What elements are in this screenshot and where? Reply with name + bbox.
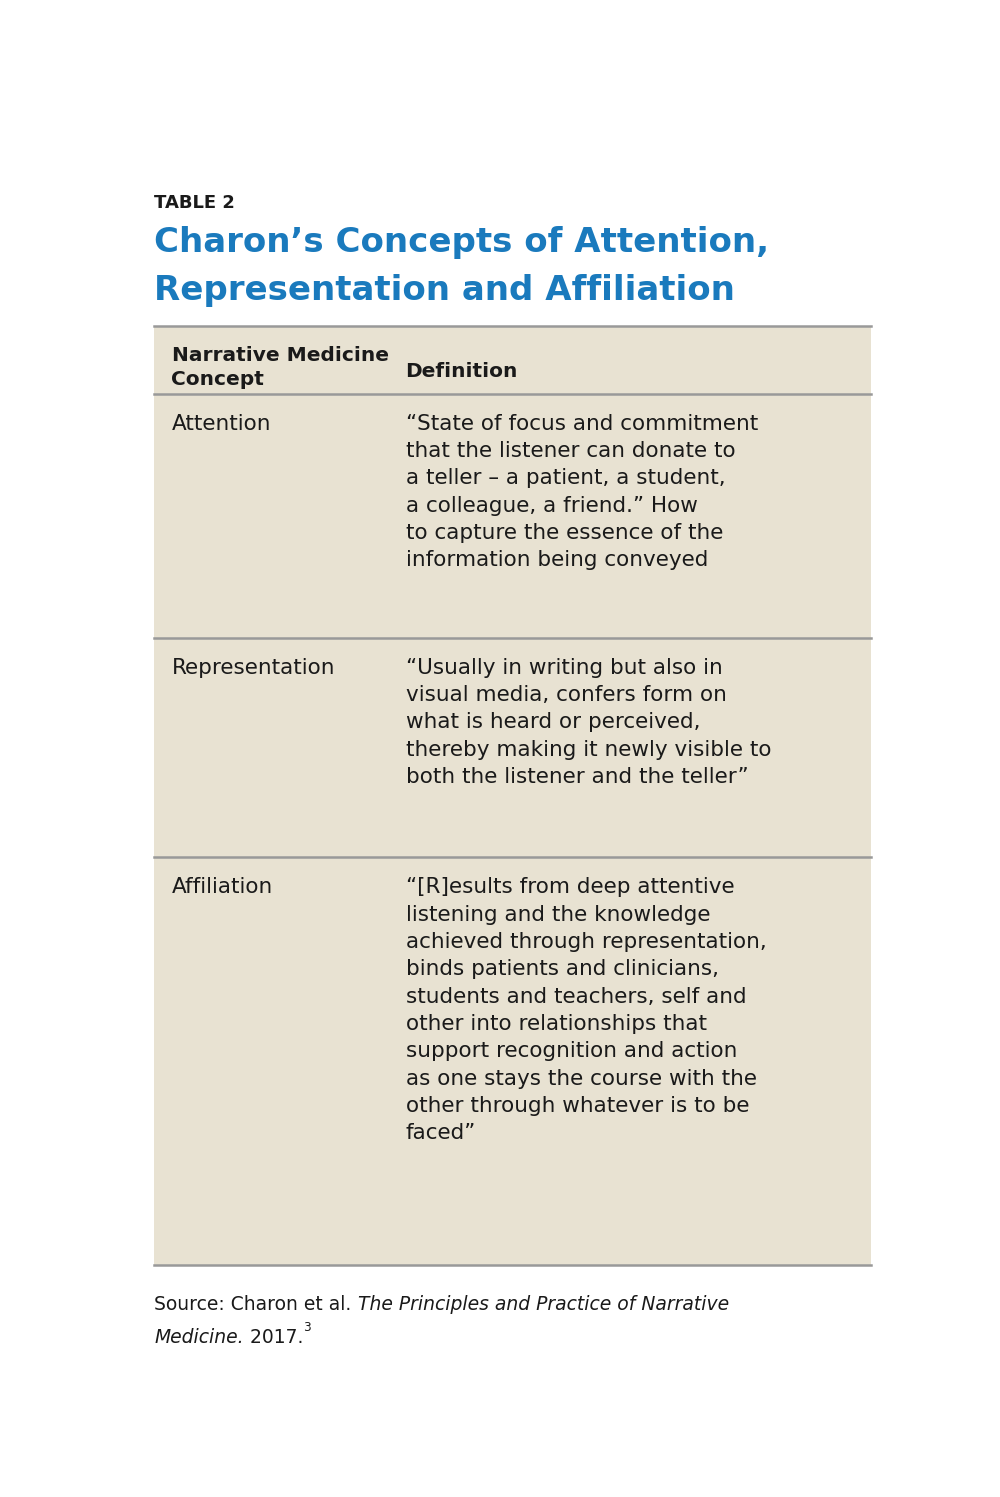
Text: support recognition and action: support recognition and action (406, 1042, 737, 1061)
Text: other into relationships that: other into relationships that (406, 1013, 707, 1034)
Text: Attention: Attention (172, 413, 271, 434)
Text: information being conveyed: information being conveyed (406, 551, 708, 570)
Text: that the listener can donate to: that the listener can donate to (406, 442, 735, 461)
Text: Affiliation: Affiliation (172, 877, 273, 897)
Text: “Usually in writing but also in: “Usually in writing but also in (406, 657, 722, 678)
Text: students and teachers, self and: students and teachers, self and (406, 987, 746, 1006)
Text: both the listener and the teller”: both the listener and the teller” (406, 766, 748, 787)
Text: Charon’s Concepts of Attention,: Charon’s Concepts of Attention, (154, 226, 770, 259)
Text: Definition: Definition (406, 362, 518, 380)
Text: Narrative Medicine
Concept: Narrative Medicine Concept (172, 346, 388, 389)
Text: a teller – a patient, a student,: a teller – a patient, a student, (406, 469, 725, 488)
Text: a colleague, a friend.” How: a colleague, a friend.” How (406, 496, 697, 516)
Text: 3: 3 (303, 1320, 311, 1334)
Text: “[R]esults from deep attentive: “[R]esults from deep attentive (406, 877, 734, 897)
Text: listening and the knowledge: listening and the knowledge (406, 904, 710, 925)
Text: faced”: faced” (406, 1123, 476, 1144)
Text: thereby making it newly visible to: thereby making it newly visible to (406, 740, 771, 760)
Text: what is heard or perceived,: what is heard or perceived, (406, 713, 700, 732)
Text: 2017.: 2017. (244, 1328, 303, 1347)
Text: “State of focus and commitment: “State of focus and commitment (406, 413, 758, 434)
FancyBboxPatch shape (154, 326, 871, 1265)
Text: Source: Charon et al.: Source: Charon et al. (154, 1295, 358, 1313)
Text: as one stays the course with the: as one stays the course with the (406, 1069, 757, 1088)
Text: Medicine.: Medicine. (154, 1328, 244, 1347)
Text: Representation: Representation (172, 657, 335, 678)
Text: visual media, confers form on: visual media, confers form on (406, 686, 726, 705)
Text: TABLE 2: TABLE 2 (154, 193, 235, 211)
Text: to capture the essence of the: to capture the essence of the (406, 522, 723, 543)
Text: other through whatever is to be: other through whatever is to be (406, 1096, 749, 1115)
Text: binds patients and clinicians,: binds patients and clinicians, (406, 960, 719, 979)
Text: Representation and Affiliation: Representation and Affiliation (154, 274, 735, 307)
Text: The Principles and Practice of Narrative: The Principles and Practice of Narrative (358, 1295, 729, 1313)
Text: achieved through representation,: achieved through representation, (406, 933, 766, 952)
